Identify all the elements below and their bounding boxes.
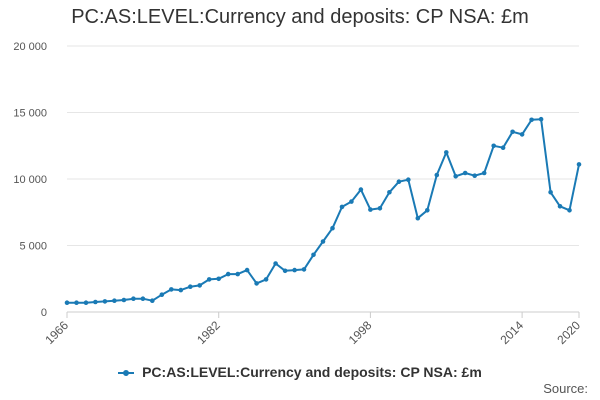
data-point[interactable] bbox=[434, 172, 440, 178]
data-point[interactable] bbox=[216, 276, 221, 282]
legend: PC:AS:LEVEL:Currency and deposits: CP NS… bbox=[0, 364, 600, 380]
data-point[interactable] bbox=[263, 277, 269, 282]
data-point[interactable] bbox=[169, 287, 174, 292]
data-point[interactable] bbox=[462, 170, 468, 176]
data-point[interactable] bbox=[339, 204, 345, 210]
x-tick-label: 2020 bbox=[554, 318, 583, 347]
x-tick-label: 2014 bbox=[497, 318, 526, 347]
data-point[interactable] bbox=[140, 296, 146, 302]
legend-swatch bbox=[118, 370, 135, 377]
data-point[interactable] bbox=[311, 252, 316, 258]
data-point[interactable] bbox=[500, 145, 506, 150]
data-point[interactable] bbox=[444, 150, 449, 155]
y-tick-label: 20 000 bbox=[13, 41, 47, 53]
data-point[interactable] bbox=[491, 143, 497, 149]
y-tick-label: 0 bbox=[41, 307, 47, 319]
data-point[interactable] bbox=[406, 177, 411, 182]
data-point[interactable] bbox=[368, 207, 373, 212]
data-point[interactable] bbox=[244, 267, 250, 273]
data-point[interactable] bbox=[481, 170, 487, 176]
y-tick-label: 5 000 bbox=[19, 241, 47, 253]
data-point[interactable] bbox=[396, 179, 402, 184]
data-point[interactable] bbox=[472, 173, 478, 178]
data-point[interactable] bbox=[254, 281, 259, 286]
data-point[interactable] bbox=[567, 208, 572, 213]
y-axis-ticks: 0 5 000 10 000 15 000 20 000 bbox=[13, 41, 47, 319]
data-point[interactable] bbox=[188, 284, 193, 290]
data-point[interactable] bbox=[301, 267, 307, 272]
data-point[interactable] bbox=[557, 204, 563, 209]
x-tick-label: 1998 bbox=[346, 318, 375, 347]
data-point[interactable] bbox=[74, 300, 79, 306]
data-point[interactable] bbox=[529, 117, 534, 123]
data-point[interactable] bbox=[83, 300, 89, 306]
data-point[interactable] bbox=[225, 271, 231, 277]
data-point[interactable] bbox=[387, 190, 392, 195]
data-point[interactable] bbox=[320, 239, 326, 244]
data-point[interactable] bbox=[282, 268, 288, 274]
data-point[interactable] bbox=[377, 206, 383, 211]
data-point[interactable] bbox=[510, 129, 515, 135]
gridlines bbox=[67, 45, 579, 313]
data-point[interactable] bbox=[273, 261, 278, 266]
data-point[interactable] bbox=[64, 300, 70, 306]
x-tick-label: 1966 bbox=[42, 318, 71, 347]
data-point[interactable] bbox=[197, 283, 202, 288]
data-point[interactable] bbox=[548, 190, 553, 195]
data-point[interactable] bbox=[159, 292, 165, 298]
data-point[interactable] bbox=[178, 287, 184, 293]
data-point[interactable] bbox=[358, 187, 364, 192]
data-point[interactable] bbox=[292, 267, 297, 273]
data-point[interactable] bbox=[121, 297, 127, 303]
x-axis: 1966 1982 1998 2014 2020 bbox=[42, 312, 583, 347]
data-point[interactable] bbox=[538, 116, 544, 122]
source-label: Source: bbox=[543, 381, 588, 396]
data-point[interactable] bbox=[576, 162, 582, 167]
y-tick-label: 15 000 bbox=[13, 108, 47, 120]
data-point[interactable] bbox=[330, 225, 335, 231]
x-tick-label: 1982 bbox=[194, 318, 223, 347]
legend-label: PC:AS:LEVEL:Currency and deposits: CP NS… bbox=[142, 364, 482, 380]
data-point[interactable] bbox=[453, 174, 459, 179]
data-point[interactable] bbox=[425, 208, 430, 213]
data-point[interactable] bbox=[415, 215, 421, 221]
data-point[interactable] bbox=[349, 199, 354, 204]
chart-title: PC:AS:LEVEL:Currency and deposits: CP NS… bbox=[71, 6, 529, 28]
data-point[interactable] bbox=[112, 298, 117, 304]
data-point[interactable] bbox=[150, 298, 155, 304]
data-point[interactable] bbox=[102, 299, 108, 304]
data-point[interactable] bbox=[131, 296, 136, 302]
series-group bbox=[64, 116, 582, 306]
data-point[interactable] bbox=[93, 299, 98, 305]
data-point[interactable] bbox=[206, 277, 212, 282]
y-tick-label: 10 000 bbox=[13, 174, 47, 186]
data-point[interactable] bbox=[235, 271, 240, 277]
data-point[interactable] bbox=[519, 132, 525, 137]
